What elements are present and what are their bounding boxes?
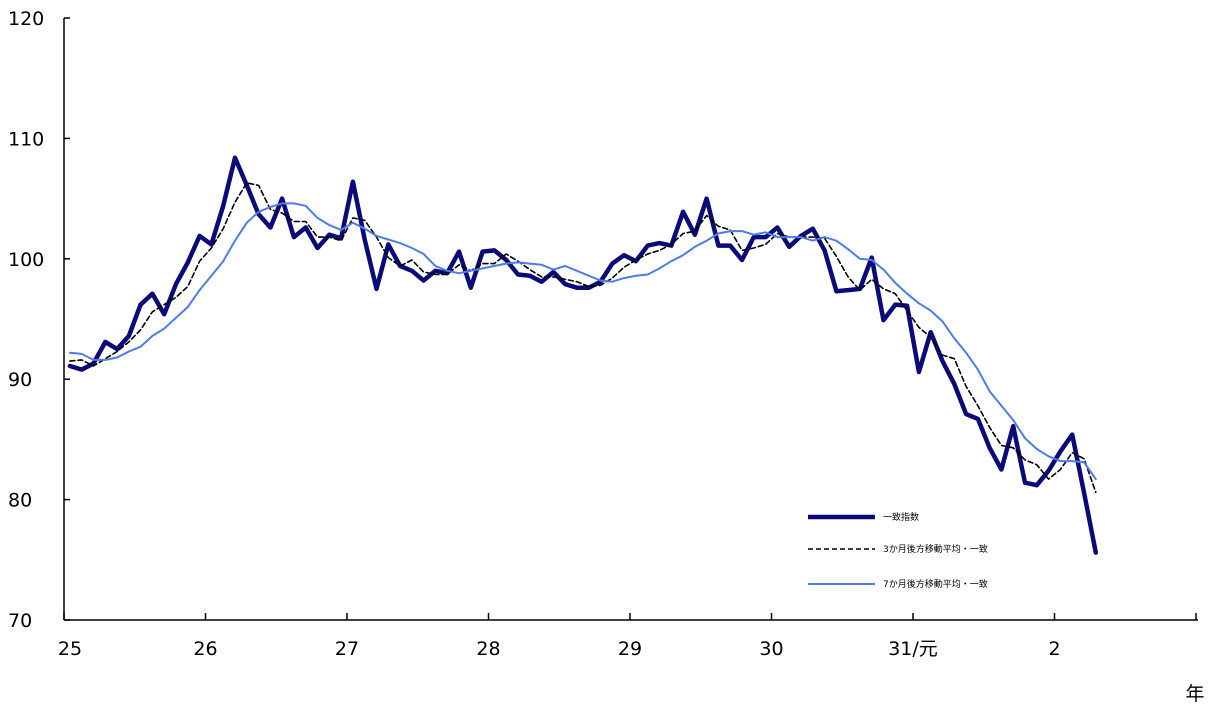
legend-label: 一致指数 bbox=[883, 511, 919, 523]
y-tick-label: 120 bbox=[8, 8, 44, 30]
chart-axes bbox=[63, 18, 1198, 621]
y-tick-label: 90 bbox=[8, 369, 32, 391]
x-tick-label: 28 bbox=[476, 638, 500, 660]
y-tick-label: 80 bbox=[8, 490, 32, 512]
y-ticks: 70 80 90 100 110 120 bbox=[8, 8, 70, 632]
series-line-0 bbox=[67, 155, 1099, 555]
x-tick-label: 2 bbox=[1048, 638, 1060, 660]
series-line-1 bbox=[69, 182, 1097, 494]
x-tick-label: 25 bbox=[58, 638, 82, 660]
x-tick-label: 31/元 bbox=[888, 638, 938, 660]
legend-label: 3か月後方移動平均・一致 bbox=[883, 543, 988, 555]
x-tick-label: 30 bbox=[759, 638, 783, 660]
legend-label: 7か月後方移動平均・一致 bbox=[883, 578, 988, 590]
x-tick-label: 26 bbox=[193, 638, 217, 660]
legend: 一致指数 3か月後方移動平均・一致 7か月後方移動平均・一致 bbox=[808, 511, 988, 590]
series-line-2 bbox=[68, 202, 1097, 481]
x-ticks: 25 26 27 28 29 30 31/元 2 bbox=[58, 613, 1197, 660]
y-tick-label: 70 bbox=[8, 610, 32, 632]
x-tick-label: 29 bbox=[618, 638, 642, 660]
x-unit-label: 年 bbox=[1185, 683, 1204, 704]
y-tick-label: 100 bbox=[8, 249, 44, 271]
series-layer bbox=[67, 155, 1099, 555]
x-tick-label: 27 bbox=[335, 638, 359, 660]
y-tick-label: 110 bbox=[8, 128, 44, 150]
